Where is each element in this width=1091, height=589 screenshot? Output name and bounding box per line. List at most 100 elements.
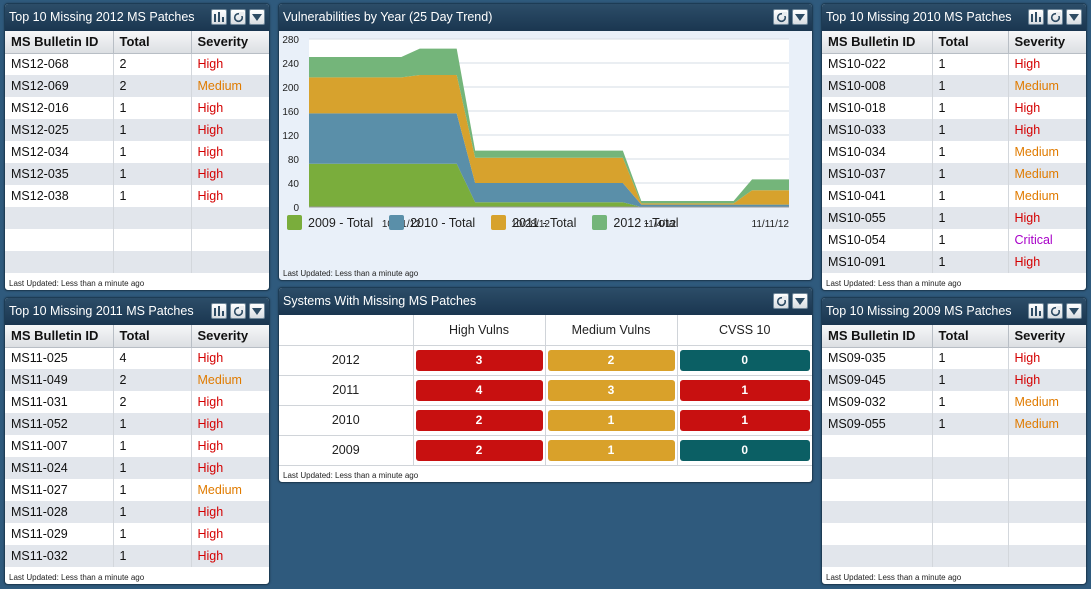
table-row[interactable]: MS12-038 1 High <box>5 185 269 207</box>
column-header-cvss10[interactable]: CVSS 10 <box>676 315 812 346</box>
y-tick-label: 280 <box>282 35 299 46</box>
table-row[interactable]: MS12-025 1 High <box>5 119 269 141</box>
cvss10-count-badge[interactable]: 0 <box>679 349 810 371</box>
chart-view-button[interactable] <box>211 303 227 319</box>
total-cell: 1 <box>932 413 1009 435</box>
severity-cell: Medium <box>1008 163 1086 185</box>
refresh-button[interactable] <box>1047 9 1063 25</box>
column-header-bulletin[interactable]: MS Bulletin ID <box>5 325 114 348</box>
table-row[interactable]: MS11-024 1 High <box>5 457 269 479</box>
menu-dropdown-button[interactable] <box>249 303 265 319</box>
total-cell: 1 <box>113 435 192 457</box>
menu-dropdown-button[interactable] <box>792 9 808 25</box>
column-header-severity[interactable]: Severity <box>1008 31 1086 54</box>
medium-vulns-count-badge[interactable]: 2 <box>547 349 675 371</box>
total-cell: 1 <box>932 185 1009 207</box>
legend-swatch <box>389 215 405 230</box>
table-row[interactable]: MS10-091 1 High <box>822 251 1086 273</box>
table-row[interactable]: MS11-049 2 Medium <box>5 369 269 391</box>
column-header-severity[interactable]: Severity <box>191 325 269 348</box>
table-row[interactable]: MS11-007 1 High <box>5 435 269 457</box>
total-cell <box>113 229 192 251</box>
legend-item[interactable]: 2011 - Total <box>491 215 576 230</box>
legend-item[interactable]: 2012 - Total <box>592 215 679 230</box>
table-row[interactable]: MS12-068 2 High <box>5 53 269 75</box>
column-header-severity[interactable]: Severity <box>1008 325 1086 348</box>
table-row[interactable]: MS12-069 2 Medium <box>5 75 269 97</box>
table-row[interactable]: MS10-022 1 High <box>822 53 1086 75</box>
refresh-button[interactable] <box>773 9 789 25</box>
table-row[interactable]: MS09-055 1 Medium <box>822 413 1086 435</box>
high-vulns-count-badge[interactable]: 2 <box>415 439 543 461</box>
severity-cell: Medium <box>1008 75 1086 97</box>
high-vulns-count-badge[interactable]: 4 <box>415 379 543 401</box>
table-row[interactable]: MS11-025 4 High <box>5 347 269 369</box>
table-row[interactable]: MS10-037 1 Medium <box>822 163 1086 185</box>
menu-dropdown-button[interactable] <box>249 9 265 25</box>
last-updated: Last Updated: Less than a minute ago <box>9 573 145 582</box>
table-row[interactable]: MS10-055 1 High <box>822 207 1086 229</box>
column-header-severity[interactable]: Severity <box>191 31 269 54</box>
column-header-high-vulns[interactable]: High Vulns <box>412 315 546 346</box>
table-row[interactable]: MS11-031 2 High <box>5 391 269 413</box>
bar-chart-icon <box>1031 306 1041 316</box>
series-area-2010[interactable] <box>309 113 789 207</box>
medium-vulns-count-badge[interactable]: 1 <box>547 409 675 431</box>
column-header-medium-vulns[interactable]: Medium Vulns <box>544 315 678 346</box>
column-header-bulletin[interactable]: MS Bulletin ID <box>822 31 933 54</box>
chart-view-button[interactable] <box>1028 303 1044 319</box>
high-vulns-count-badge[interactable]: 2 <box>415 409 543 431</box>
bulletin-id-cell: MS11-031 <box>5 391 114 413</box>
column-header-bulletin[interactable]: MS Bulletin ID <box>822 325 933 348</box>
table-row[interactable]: MS11-028 1 High <box>5 501 269 523</box>
column-header-total[interactable]: Total <box>113 325 192 348</box>
menu-dropdown-button[interactable] <box>1066 303 1082 319</box>
column-header-total[interactable]: Total <box>932 325 1009 348</box>
bulletin-id-cell: MS12-025 <box>5 119 114 141</box>
table-row[interactable]: MS10-041 1 Medium <box>822 185 1086 207</box>
series-area-2011[interactable] <box>309 75 789 205</box>
column-header-total[interactable]: Total <box>113 31 192 54</box>
menu-dropdown-button[interactable] <box>1066 9 1082 25</box>
table-row[interactable]: MS09-032 1 Medium <box>822 391 1086 413</box>
table-row[interactable]: MS10-008 1 Medium <box>822 75 1086 97</box>
total-cell: 1 <box>932 119 1009 141</box>
refresh-button[interactable] <box>230 9 246 25</box>
series-area-2012[interactable] <box>309 48 789 204</box>
total-cell: 1 <box>932 347 1009 369</box>
legend-item[interactable]: 2010 - Total <box>389 215 475 230</box>
cvss10-count-badge[interactable]: 1 <box>679 379 810 401</box>
table-row[interactable]: MS09-035 1 High <box>822 347 1086 369</box>
refresh-button[interactable] <box>1047 303 1063 319</box>
total-cell: 1 <box>932 141 1009 163</box>
table-row[interactable]: MS12-035 1 High <box>5 163 269 185</box>
column-header-year <box>279 315 414 346</box>
cvss10-count-badge[interactable]: 1 <box>679 409 810 431</box>
table-row[interactable]: MS11-027 1 Medium <box>5 479 269 501</box>
x-tick-label: 11/4/12 <box>643 219 676 230</box>
table-row[interactable]: MS12-034 1 High <box>5 141 269 163</box>
table-row[interactable]: MS09-045 1 High <box>822 369 1086 391</box>
refresh-button[interactable] <box>230 303 246 319</box>
table-row[interactable]: MS10-018 1 High <box>822 97 1086 119</box>
chart-view-button[interactable] <box>211 9 227 25</box>
high-vulns-count-cell: 3 <box>412 344 546 376</box>
legend-item[interactable]: 2009 - Total <box>287 215 373 230</box>
table-row[interactable]: MS11-032 1 High <box>5 545 269 567</box>
column-header-total[interactable]: Total <box>932 31 1009 54</box>
column-header-bulletin[interactable]: MS Bulletin ID <box>5 31 114 54</box>
table-row[interactable]: MS10-033 1 High <box>822 119 1086 141</box>
chart-view-button[interactable] <box>1028 9 1044 25</box>
series-area-2009[interactable] <box>309 163 789 207</box>
high-vulns-count-badge[interactable]: 3 <box>415 349 543 371</box>
menu-dropdown-button[interactable] <box>792 293 808 309</box>
cvss10-count-badge[interactable]: 0 <box>679 439 810 461</box>
table-row[interactable]: MS11-029 1 High <box>5 523 269 545</box>
table-row[interactable]: MS10-054 1 Critical <box>822 229 1086 251</box>
medium-vulns-count-badge[interactable]: 3 <box>547 379 675 401</box>
table-row[interactable]: MS11-052 1 High <box>5 413 269 435</box>
table-row[interactable]: MS12-016 1 High <box>5 97 269 119</box>
medium-vulns-count-badge[interactable]: 1 <box>547 439 675 461</box>
refresh-button[interactable] <box>773 293 789 309</box>
table-row[interactable]: MS10-034 1 Medium <box>822 141 1086 163</box>
